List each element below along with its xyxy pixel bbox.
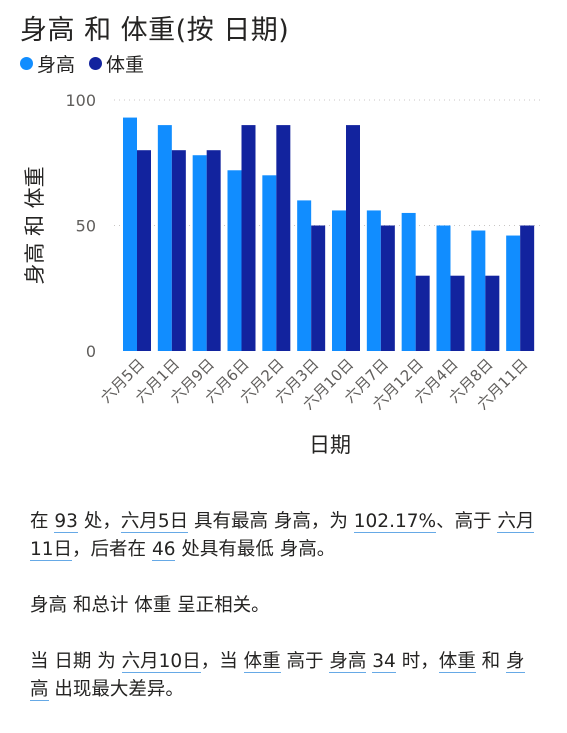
narrative-paragraph-3: 当 日期 为 六月10日，当 体重 高于 身高 34 时，体重 和 身高 出现最… <box>30 648 540 704</box>
narrative-paragraph-2: 身高 和总计 体重 呈正相关。 <box>30 592 540 620</box>
bar-weight <box>206 150 221 351</box>
legend-label-weight: 体重 <box>106 54 145 76</box>
smart-narrative: 在 93 处，六月5日 具有最高 身高，为 102.17%、高于 六月11日，后… <box>30 508 540 732</box>
bar-chart: 050100六月5日六月1日六月9日六月6日六月2日六月3日六月10日六月7日六… <box>23 91 540 457</box>
bar-weight <box>171 150 186 351</box>
chart-legend: 身高 体重 <box>20 50 144 77</box>
bar-height <box>262 175 277 351</box>
narrative-text: 时， <box>395 651 439 672</box>
narrative-text: 、高于 <box>436 511 498 532</box>
narrative-highlight[interactable]: 六月11日 <box>30 511 535 561</box>
narrative-text: 和 <box>475 651 506 672</box>
narrative-highlight[interactable]: 46 <box>151 539 176 561</box>
y-tick-label: 0 <box>86 342 96 361</box>
narrative-text: 处， <box>77 511 121 532</box>
bar-weight <box>485 275 500 351</box>
bar-weight <box>346 125 360 351</box>
x-axis-title: 日期 <box>309 433 351 457</box>
bar-height <box>366 210 381 351</box>
narrative-highlight[interactable]: 93 <box>54 511 78 533</box>
bar-height <box>436 225 451 351</box>
legend-swatch-weight <box>89 57 103 70</box>
narrative-highlight[interactable]: 102.17% <box>353 511 437 533</box>
bar-height <box>506 235 521 351</box>
narrative-text: 出现最大差异。 <box>48 679 184 700</box>
narrative-text: ，当 <box>200 651 244 672</box>
narrative-text: 处具有最低 身高。 <box>175 539 336 560</box>
bar-weight <box>450 275 465 351</box>
narrative-highlight[interactable]: 34 <box>372 651 396 673</box>
y-tick-label: 100 <box>65 91 96 110</box>
bar-height <box>332 210 346 351</box>
narrative-text: ，后者在 <box>72 539 152 560</box>
bar-weight <box>380 225 395 351</box>
narrative-highlight[interactable]: 体重 <box>243 651 281 673</box>
narrative-text: 身高 和总计 体重 呈正相关。 <box>30 595 270 616</box>
y-tick-label: 50 <box>76 217 96 236</box>
bar-height <box>192 155 207 351</box>
legend-item-weight[interactable]: 体重 <box>89 50 144 77</box>
narrative-highlight[interactable]: 身高 <box>329 651 367 673</box>
narrative-text: 高于 <box>280 651 330 672</box>
narrative-text: 当 日期 为 <box>30 651 122 672</box>
bar-height <box>471 230 486 351</box>
legend-swatch-height <box>20 57 33 70</box>
bar-height <box>401 212 416 351</box>
bar-height <box>157 125 172 351</box>
bar-weight <box>415 275 430 351</box>
bar-weight <box>137 150 151 351</box>
legend-label-height: 身高 <box>37 54 76 76</box>
narrative-highlight[interactable]: 六月5日 <box>120 511 189 533</box>
chart-title: 身高 和 体重(按 日期) <box>20 15 290 46</box>
narrative-text: 在 <box>30 511 55 532</box>
narrative-highlight[interactable]: 身高 <box>30 651 525 701</box>
legend-item-height[interactable]: 身高 <box>20 50 75 77</box>
y-axis-title: 身高 和 体重 <box>23 166 47 284</box>
narrative-highlight[interactable]: 六月10日 <box>121 651 201 673</box>
bar-height <box>227 170 242 351</box>
bar-height <box>297 200 312 351</box>
narrative-highlight[interactable]: 体重 <box>438 651 476 673</box>
narrative-text: 具有最高 身高，为 <box>188 511 354 532</box>
narrative-paragraph-1: 在 93 处，六月5日 具有最高 身高，为 102.17%、高于 六月11日，后… <box>30 508 540 564</box>
bar-height <box>123 117 137 351</box>
bar-weight <box>276 125 291 351</box>
bar-weight <box>520 225 535 351</box>
bar-weight <box>241 125 256 351</box>
bar-weight <box>311 225 326 351</box>
